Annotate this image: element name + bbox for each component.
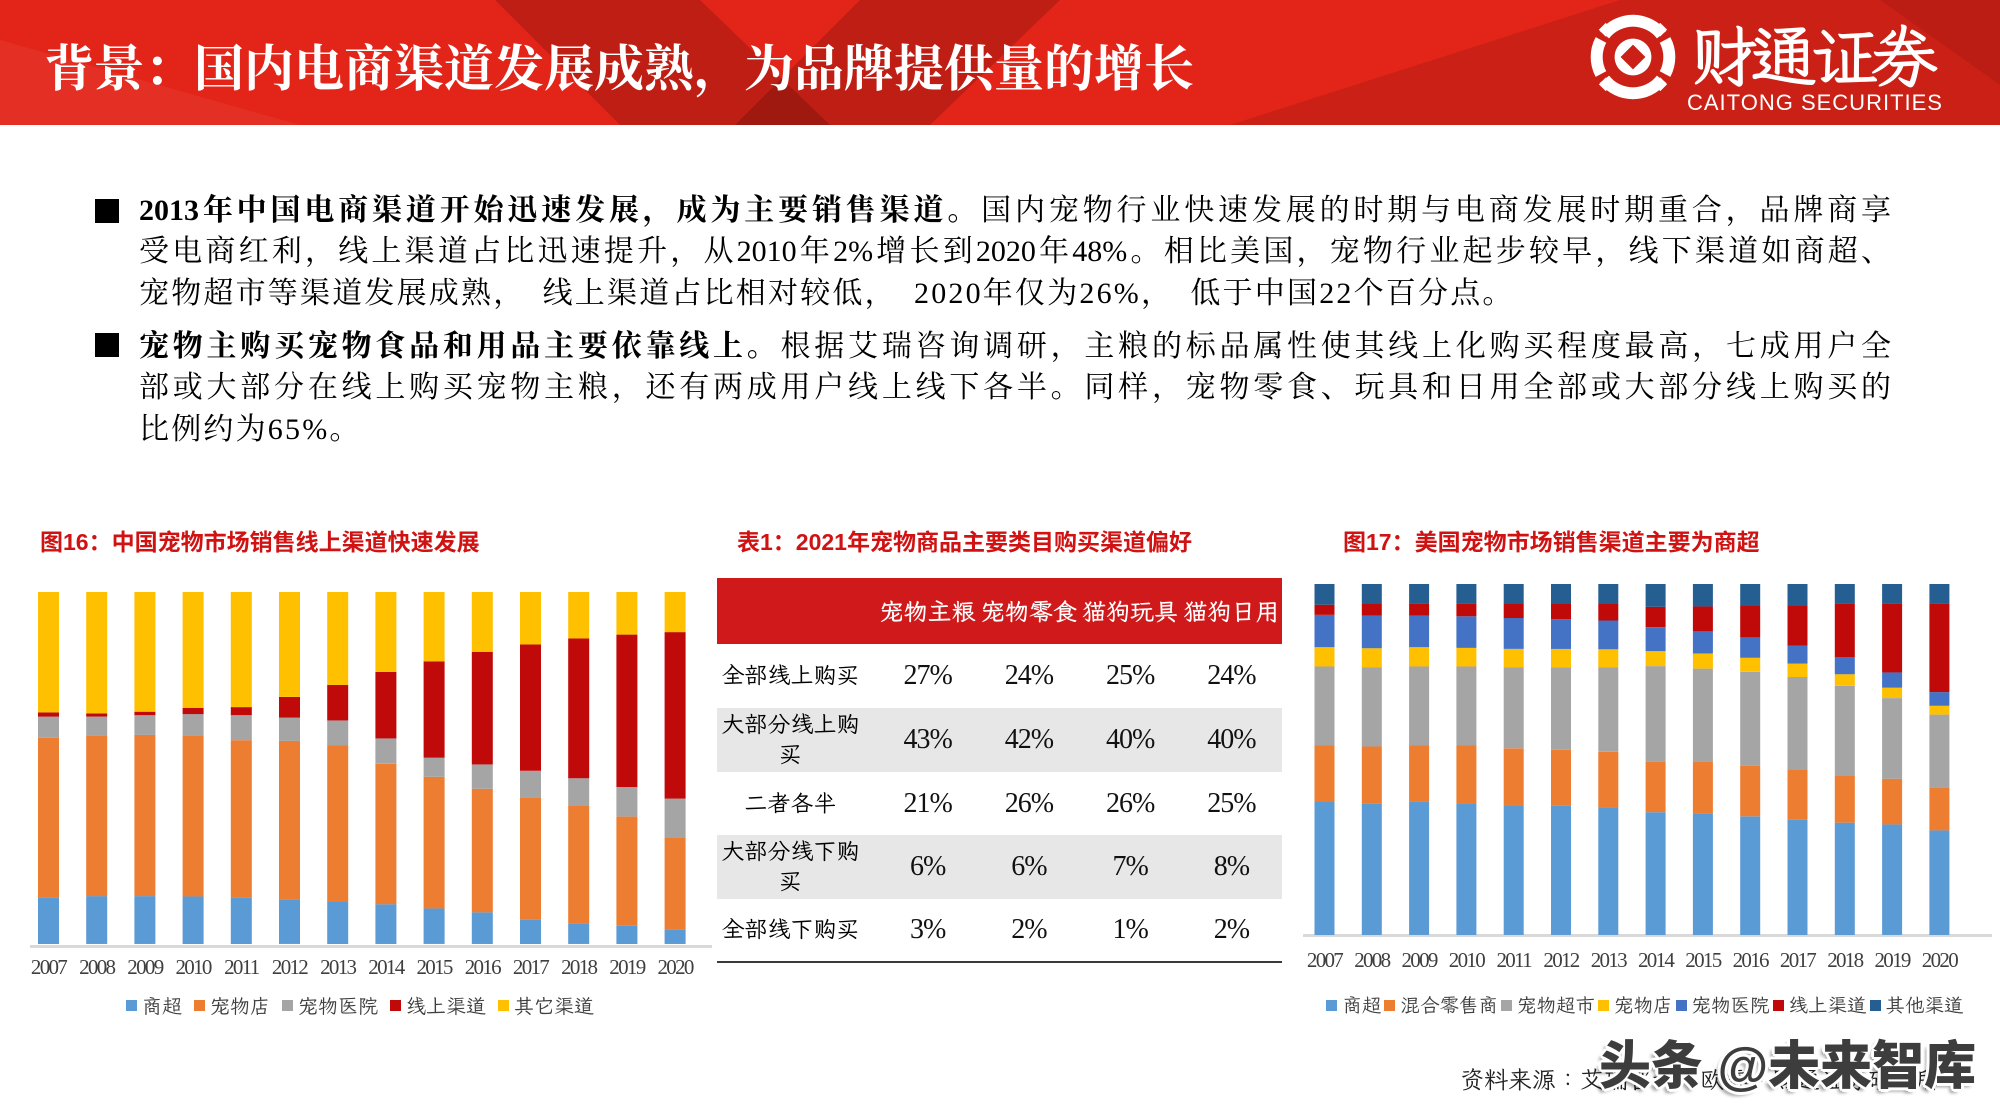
svg-text:2015: 2015 (416, 955, 452, 979)
svg-text:2019: 2019 (609, 955, 645, 979)
svg-text:2013: 2013 (1591, 948, 1627, 972)
svg-text:2010: 2010 (175, 955, 211, 979)
svg-text:2012: 2012 (1543, 948, 1579, 972)
svg-text:2010: 2010 (1449, 948, 1485, 972)
svg-text:2011: 2011 (224, 955, 260, 979)
svg-text:2018: 2018 (561, 955, 597, 979)
svg-text:2015: 2015 (1685, 948, 1721, 972)
svg-text:2008: 2008 (79, 955, 115, 979)
svg-text:2014: 2014 (368, 955, 405, 979)
svg-text:2009: 2009 (127, 955, 163, 979)
svg-text:2018: 2018 (1827, 948, 1863, 972)
svg-text:2016: 2016 (465, 955, 501, 979)
svg-text:2009: 2009 (1401, 948, 1437, 972)
svg-text:2016: 2016 (1733, 948, 1769, 972)
svg-text:2007: 2007 (1307, 948, 1343, 972)
svg-text:2017: 2017 (513, 955, 549, 979)
svg-text:2020: 2020 (1922, 948, 1958, 972)
svg-text:2019: 2019 (1874, 948, 1910, 972)
svg-text:2014: 2014 (1638, 948, 1675, 972)
svg-text:2020: 2020 (657, 955, 693, 979)
svg-text:2013: 2013 (320, 955, 356, 979)
svg-text:2007: 2007 (31, 955, 67, 979)
svg-text:2008: 2008 (1354, 948, 1390, 972)
svg-text:2012: 2012 (272, 955, 308, 979)
svg-text:2017: 2017 (1780, 948, 1816, 972)
svg-text:2011: 2011 (1496, 948, 1532, 972)
